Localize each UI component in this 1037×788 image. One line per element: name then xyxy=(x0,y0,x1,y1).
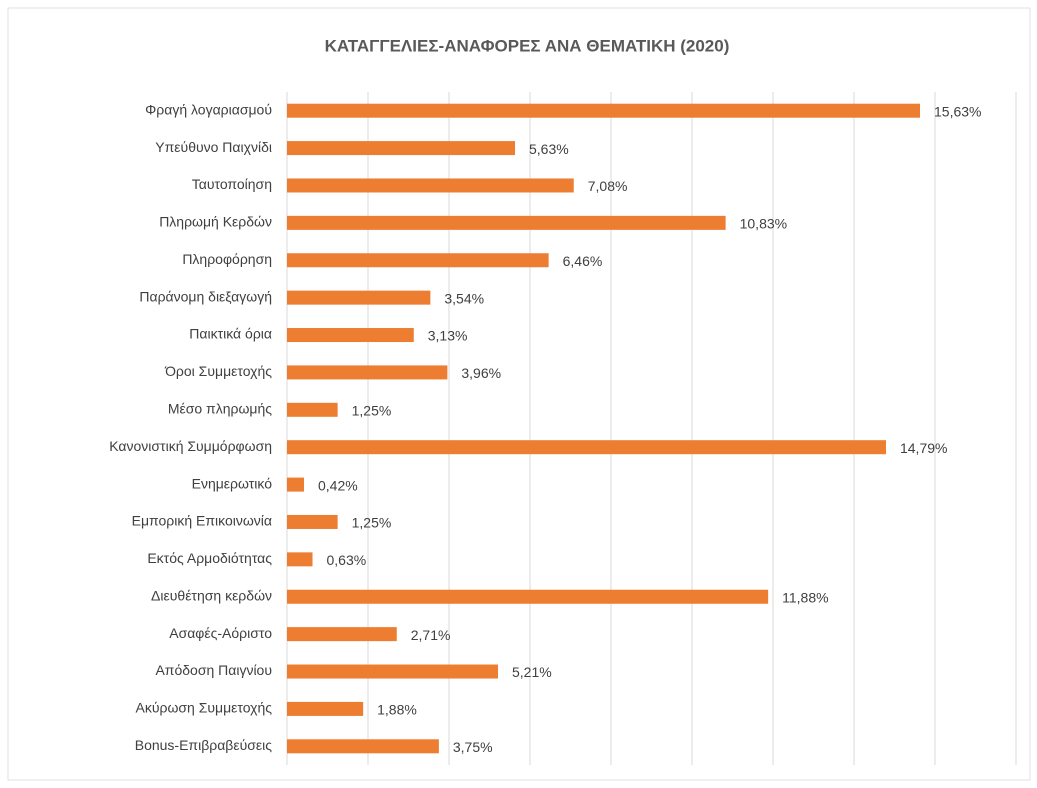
category-label: Μέσο πληρωμής xyxy=(168,401,272,417)
bar xyxy=(287,477,305,492)
value-label: 7,08% xyxy=(588,178,628,194)
bar xyxy=(287,664,499,679)
value-label: 14,79% xyxy=(900,440,947,456)
value-label: 6,46% xyxy=(563,253,603,269)
category-label: Πληρωμή Κερδών xyxy=(159,214,272,230)
category-label: Ενημερωτικό xyxy=(192,475,273,491)
bar xyxy=(287,552,313,567)
value-label: 2,71% xyxy=(411,627,451,643)
bar xyxy=(287,178,574,193)
value-label: 10,83% xyxy=(740,216,787,232)
category-label: Απόδοση Παιγνίου xyxy=(155,662,272,678)
category-label: Ακύρωση Συμμετοχής xyxy=(135,700,272,716)
bar xyxy=(287,440,886,455)
value-label: 5,21% xyxy=(512,664,552,680)
bar xyxy=(287,514,338,529)
chart-border xyxy=(7,7,1031,781)
category-label: Διευθέτηση κερδών xyxy=(151,587,272,603)
value-label: 3,75% xyxy=(453,739,493,755)
bar xyxy=(287,402,338,417)
value-label: 1,25% xyxy=(352,403,392,419)
category-label: Υπεύθυνο Παιχνίδι xyxy=(155,139,272,155)
value-label: 1,88% xyxy=(377,702,417,718)
category-label: Κανονιστική Συμμόρφωση xyxy=(109,438,272,454)
bar xyxy=(287,739,439,754)
value-label: 3,54% xyxy=(444,290,484,306)
value-label: 1,25% xyxy=(352,515,392,531)
category-label: Παράνομη διεξαγωγή xyxy=(139,288,272,304)
category-label: Ταυτοποίηση xyxy=(192,176,272,192)
category-label: Εμπορική Επικοινωνία xyxy=(132,513,272,529)
bar xyxy=(287,103,921,118)
category-label: Παικτικά όρια xyxy=(189,326,272,342)
bar xyxy=(287,290,431,305)
value-label: 0,63% xyxy=(327,552,367,568)
category-label: Όροι Συμμετοχής xyxy=(164,363,272,379)
category-label: Bonus-Επιβραβεύσεις xyxy=(135,737,273,753)
value-label: 3,13% xyxy=(428,328,468,344)
category-label: Εκτός Αρμοδιότητας xyxy=(147,550,272,566)
value-label: 3,96% xyxy=(461,365,501,381)
bar xyxy=(287,141,516,156)
bar xyxy=(287,701,364,716)
category-label: Ασαφές-Αόριστο xyxy=(169,625,272,641)
bar xyxy=(287,328,414,343)
value-label: 0,42% xyxy=(318,477,358,493)
chart-title: ΚΑΤΑΓΓΕΛΙΕΣ-ΑΝΑΦΟΡΕΣ ΑΝΑ ΘΕΜΑΤΙΚΗ (2020) xyxy=(325,36,730,55)
value-label: 5,63% xyxy=(529,141,569,157)
category-label: Φραγή λογαριασμού xyxy=(145,101,272,117)
bar xyxy=(287,365,448,380)
value-label: 15,63% xyxy=(934,103,981,119)
category-label: Πληροφόρηση xyxy=(182,251,272,267)
value-label: 11,88% xyxy=(782,589,828,605)
bar xyxy=(287,589,769,604)
bar xyxy=(287,627,397,642)
bar xyxy=(287,215,726,230)
bar xyxy=(287,253,549,268)
